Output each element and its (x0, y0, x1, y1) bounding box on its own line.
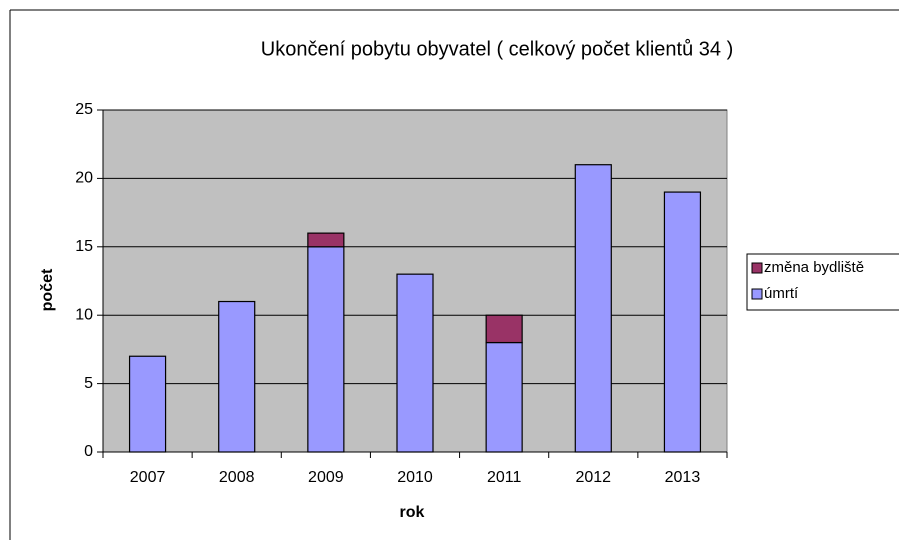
bar-segment (485, 314, 523, 344)
x-tick-label: 2013 (665, 469, 701, 486)
y-axis-label: počet (39, 268, 56, 311)
bar-segment (663, 191, 702, 453)
bar-segment (396, 273, 434, 453)
y-tick-label: 0 (84, 443, 93, 460)
x-tick-label: 2007 (130, 469, 166, 486)
y-tick-label: 5 (84, 375, 93, 392)
y-tick-label: 20 (75, 170, 93, 187)
bar-segment (218, 300, 256, 453)
legend-label: úmrtí (764, 285, 799, 302)
x-tick-label: 2010 (397, 469, 433, 486)
x-axis-label: rok (400, 504, 425, 521)
y-tick-label: 15 (75, 238, 93, 255)
x-tick-label: 2011 (487, 469, 522, 486)
chart-title: Ukončení pobytu obyvatel ( celkový počet… (261, 38, 733, 60)
bar-segment (574, 164, 612, 453)
legend-box (746, 253, 899, 311)
legend-label: změna bydliště (764, 259, 864, 276)
bar-segment (485, 341, 523, 453)
x-tick-label: 2008 (219, 469, 255, 486)
legend-swatch (751, 262, 763, 274)
y-tick-label: 25 (75, 101, 93, 118)
bar-segment (128, 355, 167, 453)
bar-segment (307, 232, 345, 248)
x-tick-label: 2012 (575, 469, 611, 486)
y-tick-label: 10 (75, 306, 93, 323)
bar-segment (307, 246, 345, 453)
x-tick-label: 2009 (308, 469, 344, 486)
legend-swatch (751, 288, 763, 300)
